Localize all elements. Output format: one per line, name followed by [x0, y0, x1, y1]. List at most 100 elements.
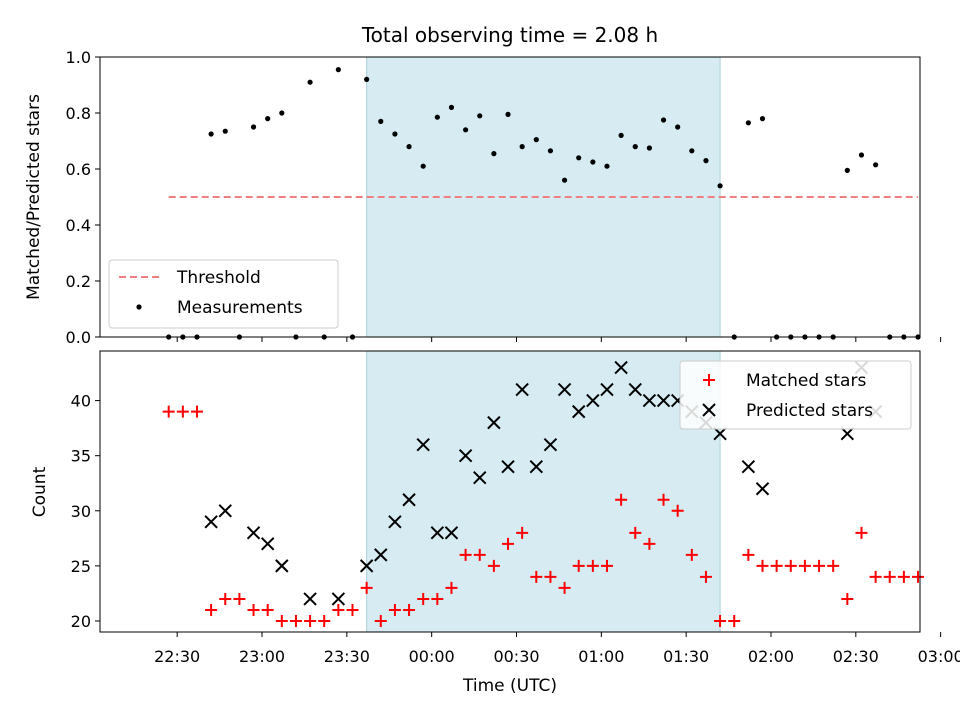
matched-star-point — [756, 559, 769, 572]
top-y-tick-label: 0.0 — [66, 328, 91, 347]
predicted-star-point — [755, 482, 770, 496]
measurement-point — [590, 159, 596, 165]
predicted-star-point — [246, 526, 261, 540]
matched-star-point — [855, 526, 868, 539]
matched-star-point — [615, 493, 628, 506]
measurement-point — [208, 131, 214, 137]
predicted-star-point — [586, 393, 600, 408]
predicted-star-point — [204, 515, 218, 529]
bottom-plot-frame — [99, 350, 921, 633]
legend-measurements-swatch — [136, 304, 142, 310]
matched-star-point — [247, 603, 260, 616]
predicted-star-point — [529, 459, 544, 474]
top-legend-box — [108, 259, 339, 329]
matched-star-point — [600, 559, 613, 572]
matched-star-point — [374, 614, 387, 627]
measurement-point — [448, 104, 455, 110]
measurement-point — [519, 144, 525, 150]
x-tick-label: 03:00 — [918, 647, 960, 666]
matched-star-point — [417, 592, 430, 605]
bottom-panel: 20 25 30 35 40 22:30 23:00 23:30 00:00 00:30 01:00… — [30, 350, 960, 696]
predicted-star-point — [741, 459, 756, 474]
matched-star-point — [190, 405, 203, 418]
predicted-star-point — [600, 382, 614, 397]
matched-star-point — [304, 614, 317, 627]
measurement-point — [561, 177, 568, 183]
matched-star-point — [502, 537, 515, 550]
chart-title: Total observing time = 2.08 h — [361, 23, 658, 47]
matched-star-point — [360, 581, 373, 594]
top-y-tick-label: 0.4 — [66, 216, 91, 235]
matched-star-point — [643, 537, 656, 550]
bottom-y-tick-label: 40 — [71, 392, 91, 411]
matched-star-point — [827, 559, 840, 572]
predicted-star-point — [515, 382, 529, 397]
measurement-point — [420, 163, 426, 169]
measurement-point — [646, 145, 653, 151]
legend-matched-label: Matched stars — [746, 371, 866, 391]
predicted-star-point — [331, 592, 346, 606]
matched-star-point — [473, 548, 486, 561]
top-plot-frame — [99, 56, 921, 338]
measurement-point — [533, 137, 539, 143]
matched-star-point — [318, 614, 331, 627]
top-legend: Threshold Measurements — [108, 259, 339, 329]
x-tick-label: 02:00 — [748, 647, 794, 666]
legend-matched-swatch — [703, 374, 715, 386]
matched-star-point — [544, 570, 557, 583]
predicted-star-point — [656, 393, 671, 408]
predicted-star-point — [402, 493, 416, 507]
matched-star-point — [841, 592, 854, 605]
matched-star-point — [516, 526, 529, 539]
top-panel: 0.0 0.2 0.4 0.6 0.8 1.0 Matched/Predicted sta… — [24, 48, 942, 347]
legend-predicted-swatch — [702, 403, 716, 417]
top-y-tick-label: 0.2 — [66, 272, 91, 291]
predicted-star-point — [458, 448, 473, 463]
measurement-point — [279, 110, 285, 116]
top-y-tick-label: 0.6 — [66, 160, 91, 179]
measurement-point — [576, 155, 582, 161]
matched-star-point — [586, 559, 599, 572]
measurement-point — [745, 120, 751, 126]
x-tick-label: 23:00 — [239, 647, 285, 666]
predicted-star-point — [614, 360, 628, 375]
measurement-point — [717, 183, 723, 189]
measurement-point — [604, 163, 610, 169]
predicted-star-point — [303, 592, 317, 606]
measurement-point — [307, 79, 313, 85]
matched-star-point — [459, 548, 472, 561]
x-tick-label: 23:30 — [324, 647, 370, 666]
matched-star-point — [219, 592, 232, 605]
matched-star-point — [162, 405, 175, 418]
measurement-point — [547, 148, 554, 154]
measurement-point — [858, 152, 865, 158]
top-y-tick-label: 0.8 — [66, 104, 91, 123]
matched-star-point — [798, 559, 811, 572]
predicted-star-point — [260, 537, 275, 551]
predicted-star-point — [501, 459, 515, 474]
matched-star-point — [728, 614, 741, 627]
x-tick-label: 22:30 — [154, 647, 200, 666]
measurement-point — [703, 158, 709, 164]
predicted-star-point — [642, 393, 657, 408]
legend-measurements-label: Measurements — [177, 298, 303, 318]
measurement-point — [335, 67, 341, 73]
matched-star-point — [431, 592, 444, 605]
matched-star-point — [813, 559, 826, 572]
matched-star-point — [233, 592, 246, 605]
matched-star-point — [275, 614, 288, 627]
matched-star-point — [883, 570, 896, 583]
bottom-legend: Matched stars Predicted stars — [679, 360, 912, 430]
measurement-point — [505, 111, 511, 117]
measurement-point — [406, 144, 412, 150]
matched-star-point — [770, 559, 783, 572]
measurement-point — [618, 132, 624, 138]
matched-star-point — [912, 570, 925, 583]
matched-star-point — [205, 603, 218, 616]
x-tick-label: 02:30 — [833, 647, 879, 666]
measurement-point — [392, 131, 398, 137]
legend-predicted-label: Predicted stars — [746, 401, 873, 421]
predicted-star-point — [473, 471, 487, 485]
measurement-point — [364, 76, 370, 82]
